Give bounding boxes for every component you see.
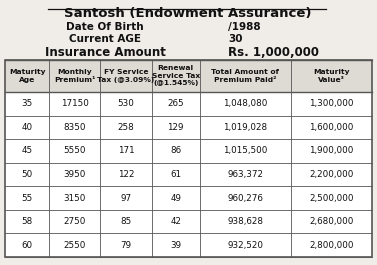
Text: 2,500,000: 2,500,000 — [310, 193, 354, 202]
Text: Date Of Birth: Date Of Birth — [66, 22, 144, 32]
Bar — [5, 60, 372, 257]
Text: 61: 61 — [170, 170, 181, 179]
Text: 2,800,000: 2,800,000 — [310, 241, 354, 250]
Text: 171: 171 — [118, 147, 135, 156]
Text: 2,680,000: 2,680,000 — [310, 217, 354, 226]
Text: 2750: 2750 — [64, 217, 86, 226]
Text: 1,600,000: 1,600,000 — [310, 123, 354, 132]
Bar — [5, 92, 372, 116]
Text: 2,200,000: 2,200,000 — [310, 170, 354, 179]
Text: /1988: /1988 — [228, 22, 261, 32]
Text: 49: 49 — [170, 193, 181, 202]
Text: 86: 86 — [170, 147, 181, 156]
Text: 932,520: 932,520 — [227, 241, 264, 250]
Text: Monthly
Premium¹: Monthly Premium¹ — [54, 69, 95, 83]
Bar — [5, 233, 372, 257]
Text: Maturity
Age: Maturity Age — [9, 69, 45, 83]
Text: 3150: 3150 — [64, 193, 86, 202]
Text: 39: 39 — [170, 241, 181, 250]
Text: 963,372: 963,372 — [227, 170, 264, 179]
Text: 938,628: 938,628 — [227, 217, 264, 226]
Bar — [5, 139, 372, 163]
Text: FY Service
Tax (@3.09%): FY Service Tax (@3.09%) — [98, 69, 155, 83]
Text: 17150: 17150 — [61, 99, 89, 108]
Text: 85: 85 — [121, 217, 132, 226]
Text: Rs. 1,000,000: Rs. 1,000,000 — [228, 46, 319, 59]
Text: 8350: 8350 — [63, 123, 86, 132]
Text: 58: 58 — [21, 217, 33, 226]
Text: 60: 60 — [21, 241, 32, 250]
Text: 960,276: 960,276 — [227, 193, 263, 202]
Text: 50: 50 — [21, 170, 33, 179]
Text: Insurance Amount: Insurance Amount — [44, 46, 166, 59]
Text: 1,048,080: 1,048,080 — [223, 99, 268, 108]
Text: 258: 258 — [118, 123, 135, 132]
Text: 40: 40 — [21, 123, 32, 132]
Text: 129: 129 — [167, 123, 184, 132]
Text: 1,300,000: 1,300,000 — [310, 99, 354, 108]
Bar — [5, 116, 372, 139]
Text: Renewal
Service Tax
(@1.545%): Renewal Service Tax (@1.545%) — [152, 65, 200, 86]
Text: 530: 530 — [118, 99, 135, 108]
Text: Maturity
Value³: Maturity Value³ — [313, 69, 350, 83]
Text: Santosh (Endowment Assurance): Santosh (Endowment Assurance) — [64, 7, 312, 20]
Text: 79: 79 — [121, 241, 132, 250]
Text: Total Amount of
Premium Paid²: Total Amount of Premium Paid² — [211, 69, 279, 83]
Text: 3950: 3950 — [64, 170, 86, 179]
Text: 97: 97 — [121, 193, 132, 202]
Text: 1,015,500: 1,015,500 — [223, 147, 268, 156]
Text: 35: 35 — [21, 99, 33, 108]
Text: 265: 265 — [167, 99, 184, 108]
Text: Current AGE: Current AGE — [69, 34, 141, 44]
Text: 2550: 2550 — [64, 241, 86, 250]
Text: 55: 55 — [21, 193, 33, 202]
Text: 1,019,028: 1,019,028 — [223, 123, 267, 132]
Bar — [5, 60, 372, 92]
Text: 42: 42 — [170, 217, 181, 226]
Bar — [5, 210, 372, 233]
Bar — [5, 186, 372, 210]
Text: 5550: 5550 — [63, 147, 86, 156]
Text: 1,900,000: 1,900,000 — [310, 147, 354, 156]
Text: 30: 30 — [228, 34, 242, 44]
Text: 45: 45 — [21, 147, 32, 156]
Text: 122: 122 — [118, 170, 134, 179]
Bar — [5, 163, 372, 186]
